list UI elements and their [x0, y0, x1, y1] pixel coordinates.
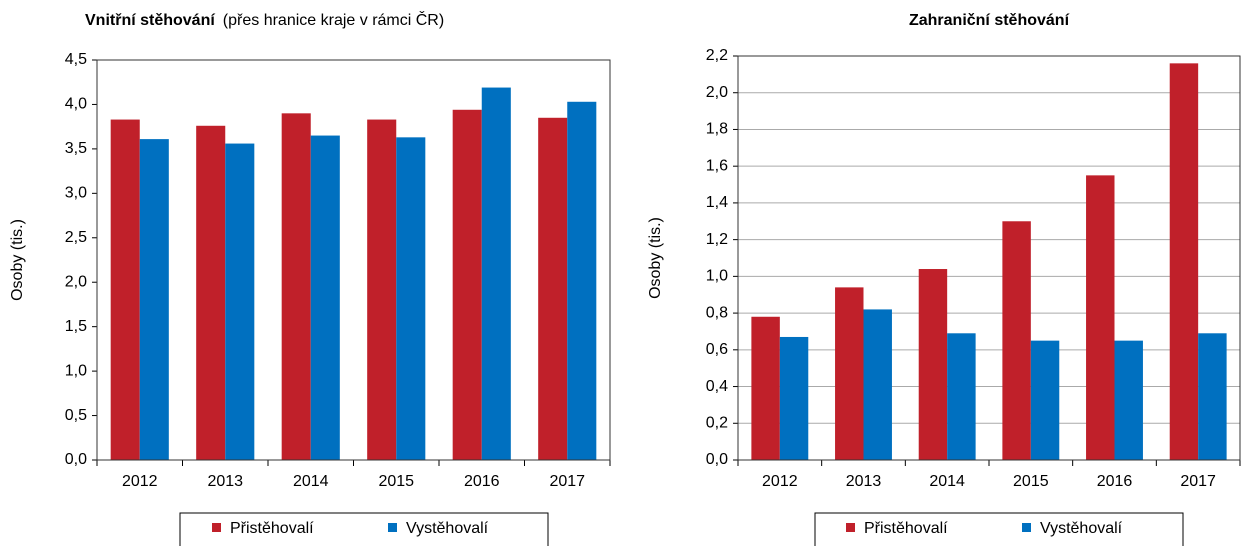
y-tick-label: 0,5	[65, 407, 87, 424]
legend-box	[179, 512, 549, 546]
bar	[139, 139, 169, 460]
y-tick-label: 2,0	[65, 273, 87, 290]
title: Vnitřní stěhování	[85, 12, 215, 29]
y-tick-label: 0,2	[706, 414, 728, 431]
y-axis-label: Osoby (tis.)	[9, 219, 26, 301]
bar	[863, 309, 892, 460]
subtitle: (přes hranice kraje v rámci ČR)	[223, 10, 444, 29]
y-tick-label: 1,6	[706, 157, 728, 174]
legend-swatch	[212, 523, 221, 532]
y-tick-label: 0,4	[706, 378, 728, 395]
y-tick-label: 3,5	[65, 140, 87, 157]
legend-label: Vystěhovalí	[1040, 520, 1123, 537]
x-tick-label: 2017	[549, 473, 585, 490]
plot-border	[737, 55, 1241, 461]
bar	[947, 333, 976, 460]
y-tick-label: 2,0	[706, 84, 728, 101]
legend-label: Přistěhovalí	[864, 520, 948, 537]
bar	[310, 135, 340, 461]
y-axis-label: Osoby (tis.)	[647, 217, 664, 299]
plot-border	[96, 59, 611, 461]
y-tick-label: 2,2	[706, 47, 728, 64]
bar	[452, 109, 482, 461]
bar	[751, 316, 780, 460]
legend-label: Přistěhovalí	[230, 520, 314, 537]
y-tick-label: 0,6	[706, 341, 728, 358]
x-tick-label: 2013	[207, 473, 243, 490]
bar	[1086, 175, 1115, 460]
bar	[196, 125, 226, 461]
y-tick-label: 0,8	[706, 304, 728, 321]
y-tick-label: 3,0	[65, 185, 87, 202]
y-tick-label: 1,2	[706, 231, 728, 248]
bar	[1198, 333, 1227, 460]
y-tick-label: 1,0	[706, 268, 728, 285]
bar	[1169, 63, 1199, 460]
x-tick-label: 2016	[464, 473, 500, 490]
bar	[396, 137, 426, 461]
legend-swatch	[1022, 523, 1031, 532]
chart-title: Vnitřní stěhování (přes hranice kraje v r…	[85, 10, 444, 29]
legend-box	[814, 512, 1184, 546]
x-tick-label: 2013	[846, 473, 882, 490]
bar	[481, 87, 511, 461]
y-tick-label: 0,0	[65, 451, 87, 468]
y-tick-label: 0,0	[706, 451, 728, 468]
x-tick-label: 2017	[1180, 473, 1216, 490]
bar	[918, 269, 948, 460]
chart-title: Zahraniční stěhování	[909, 12, 1070, 29]
legend-label: Vystěhovalí	[406, 520, 489, 537]
x-tick-label: 2015	[1013, 473, 1049, 490]
bar	[1002, 221, 1031, 460]
bar	[281, 113, 311, 460]
x-tick-label: 2014	[293, 473, 329, 490]
y-tick-label: 4,0	[65, 96, 87, 113]
y-tick-label: 1,8	[706, 121, 728, 138]
bar	[110, 119, 140, 461]
bar	[367, 119, 397, 461]
x-tick-label: 2012	[762, 473, 798, 490]
legend-swatch	[388, 523, 397, 532]
bar	[567, 101, 597, 461]
legend-swatch	[846, 523, 855, 532]
bar	[1114, 340, 1143, 460]
bar	[1030, 340, 1060, 460]
x-tick-label: 2016	[1097, 473, 1133, 490]
y-tick-label: 1,0	[65, 362, 87, 379]
x-tick-label: 2015	[378, 473, 414, 490]
y-tick-label: 1,4	[706, 194, 728, 211]
bar	[538, 117, 568, 461]
bar	[225, 143, 255, 461]
y-tick-label: 4,5	[65, 51, 87, 68]
bar	[779, 336, 809, 460]
x-tick-label: 2014	[929, 473, 965, 490]
y-tick-label: 1,5	[65, 318, 87, 335]
bar	[835, 287, 864, 460]
x-tick-label: 2012	[122, 473, 158, 490]
y-tick-label: 2,5	[65, 229, 87, 246]
